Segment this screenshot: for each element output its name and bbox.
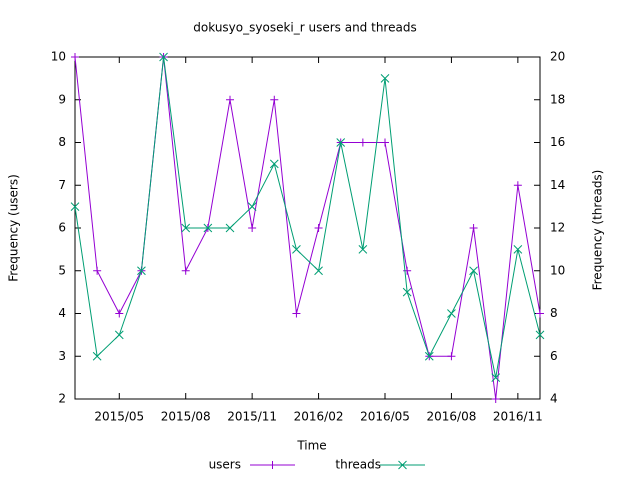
legend-marker (268, 461, 277, 469)
y-tick-label: 6 (58, 221, 66, 235)
legend-label: users (209, 458, 241, 472)
point-marker (469, 266, 478, 276)
point-marker (92, 351, 102, 361)
y-tick-label: 9 (58, 92, 66, 106)
chart-title: dokusyo_syoseki_r users and threads (193, 21, 416, 35)
point-marker (513, 245, 523, 254)
point-marker (535, 330, 545, 340)
point-marker (181, 223, 191, 233)
y-tick-label: 2 (58, 392, 66, 406)
point-marker (114, 330, 124, 340)
point-marker (536, 309, 544, 318)
point-marker (402, 287, 412, 297)
y2-tick-label: 18 (550, 92, 565, 106)
x-tick-label: 2015/11 (227, 410, 277, 424)
point-marker (424, 351, 434, 361)
point-marker (292, 309, 301, 318)
y2-tick-label: 14 (550, 178, 565, 192)
point-marker (513, 181, 522, 190)
x-tick-label: 2016/05 (360, 410, 410, 424)
x-tick-label: 2015/08 (161, 410, 211, 424)
point-marker (181, 266, 190, 275)
point-marker (225, 223, 235, 233)
point-marker (292, 245, 301, 254)
y2-tick-label: 20 (550, 50, 565, 64)
y2-tick-label: 12 (550, 221, 565, 235)
point-marker (247, 202, 257, 211)
point-marker (248, 224, 257, 232)
point-marker (447, 309, 456, 318)
y-tick-label: 8 (58, 135, 66, 149)
point-marker (358, 138, 367, 147)
legend-label: threads (335, 458, 381, 472)
y2-axis-label: Frequency (threads) (591, 170, 605, 291)
y2-tick-label: 6 (550, 349, 558, 363)
y-tick-label: 10 (51, 50, 66, 64)
point-marker (447, 352, 456, 361)
series-line (74, 56, 541, 378)
y2-tick-label: 10 (550, 263, 565, 277)
y-axis-label: Frequency (users) (7, 174, 21, 282)
y-tick-label: 5 (58, 263, 66, 277)
point-marker (314, 266, 323, 276)
point-marker (314, 224, 323, 232)
y-tick-label: 4 (58, 306, 66, 320)
y2-tick-label: 8 (550, 306, 558, 320)
y-tick-label: 3 (58, 349, 66, 363)
point-marker (358, 245, 368, 254)
x-axis-label: Time (296, 439, 326, 453)
point-marker (469, 224, 478, 232)
legend-marker (398, 460, 407, 470)
x-tick-label: 2015/05 (94, 410, 144, 424)
point-marker (93, 266, 102, 275)
y2-tick-label: 16 (550, 135, 565, 149)
point-marker (159, 52, 168, 62)
x-tick-label: 2016/08 (426, 410, 476, 424)
point-marker (491, 395, 500, 403)
point-marker (336, 138, 346, 147)
point-marker (491, 373, 501, 382)
y2-tick-label: 4 (550, 392, 558, 406)
point-marker (70, 202, 80, 211)
point-marker (137, 266, 146, 276)
point-marker (115, 309, 124, 318)
x-tick-label: 2016/11 (493, 410, 543, 424)
point-marker (381, 138, 389, 147)
point-marker (71, 53, 79, 61)
point-marker (269, 159, 279, 169)
y-tick-label: 7 (58, 178, 66, 192)
point-marker (380, 74, 390, 83)
point-marker (226, 95, 234, 104)
point-marker (270, 95, 279, 104)
x-tick-label: 2016/02 (294, 410, 344, 424)
point-marker (203, 223, 213, 233)
